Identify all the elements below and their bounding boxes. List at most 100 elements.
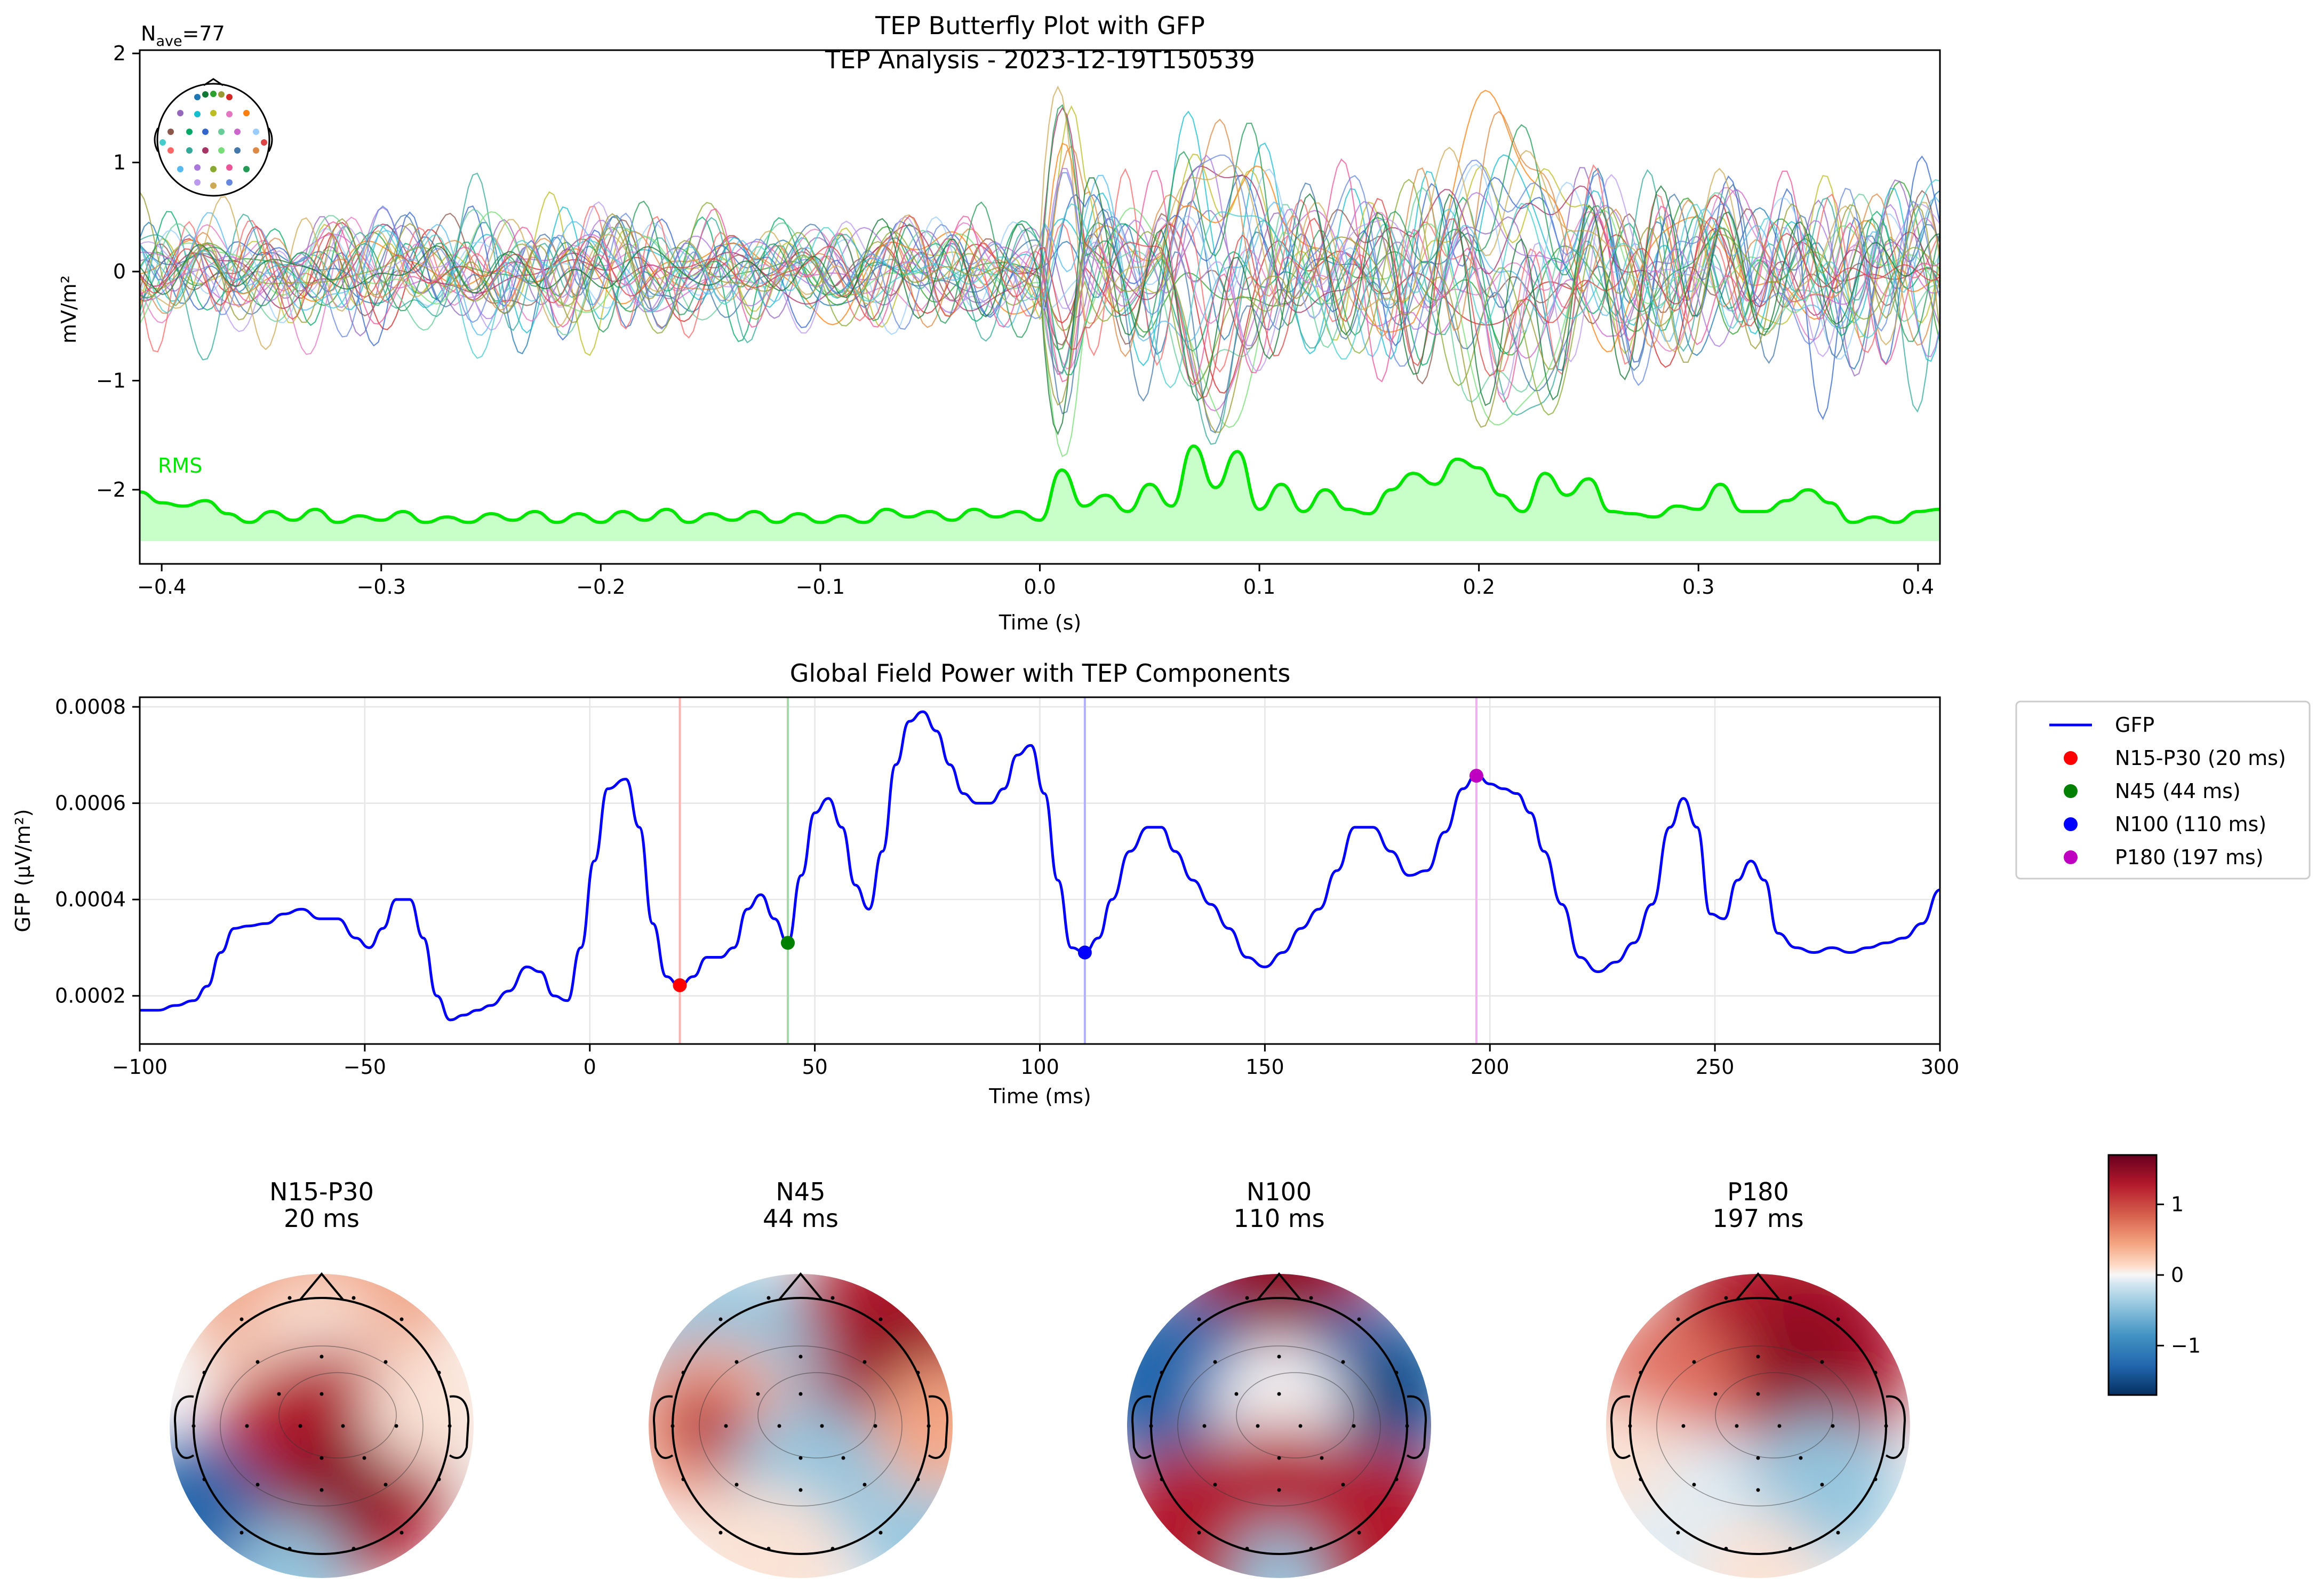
y-tick-label: 0.0006 xyxy=(55,792,126,815)
sensor-dot xyxy=(210,182,217,189)
left-ear-icon xyxy=(652,1395,674,1459)
y-tick-label: 0.0008 xyxy=(55,695,126,719)
sensor-dot xyxy=(210,110,217,116)
right-ear-icon xyxy=(449,1395,470,1459)
component-point xyxy=(1469,769,1483,783)
x-tick-label: 250 xyxy=(1696,1055,1735,1079)
sensor-dot xyxy=(194,179,201,186)
rms-area xyxy=(140,446,1940,541)
sensor-dot xyxy=(202,91,209,98)
topomap-title: N100 xyxy=(1247,1177,1312,1206)
nose-icon xyxy=(778,1272,823,1301)
sensor-dot xyxy=(234,147,241,154)
legend-swatch xyxy=(2064,850,2078,864)
legend-label: N100 (110 ms) xyxy=(2115,812,2266,836)
x-tick-label: 150 xyxy=(1245,1055,1284,1079)
y-tick-label: 2 xyxy=(113,42,126,65)
y-tick-label: −1 xyxy=(96,369,126,393)
head-outline xyxy=(193,1297,451,1555)
x-tick-label: 200 xyxy=(1471,1055,1510,1079)
sensor-dot xyxy=(202,147,209,154)
sensor-dot xyxy=(234,129,241,135)
y-tick-label: 1 xyxy=(113,151,126,174)
sensor-dot xyxy=(194,164,201,171)
sensor-dot xyxy=(226,94,233,100)
gfp-plot: Global Field Power with TEP Components −… xyxy=(11,659,2311,1108)
nose-icon xyxy=(299,1272,344,1301)
sensor-dot xyxy=(218,91,225,98)
sensor-dot xyxy=(202,129,209,135)
legend-label: P180 (197 ms) xyxy=(2115,846,2264,869)
sensor-dot xyxy=(186,147,193,154)
x-tick-label: 0.0 xyxy=(1024,575,1056,599)
legend-entry: P180 (197 ms) xyxy=(2064,846,2264,869)
legend-swatch xyxy=(2064,784,2078,798)
x-tick-label: 0.3 xyxy=(1682,575,1714,599)
channel-traces xyxy=(140,85,1940,458)
butterfly-x-axis-label: Time (s) xyxy=(999,611,1082,634)
x-tick-label: 0.2 xyxy=(1463,575,1495,599)
sensor-dot xyxy=(167,147,174,154)
sensor-head-icon xyxy=(154,78,273,197)
sensor-dot xyxy=(253,147,259,154)
head-outline xyxy=(1150,1297,1408,1555)
gfp-legend: GFP N15-P30 (20 ms) N45 (44 ms) N100 (110 m… xyxy=(2015,700,2311,880)
colorbar-tick-label: −1 xyxy=(2171,1334,2201,1357)
sensor-dot xyxy=(243,166,250,172)
butterfly-y-ticks: −2 −1 0 1 2 xyxy=(96,42,140,501)
channel-trace xyxy=(140,179,1940,389)
x-tick-label: −0.4 xyxy=(137,575,186,599)
x-tick-label: 50 xyxy=(802,1055,827,1079)
x-tick-label: −50 xyxy=(344,1055,386,1079)
y-tick-label: 0.0004 xyxy=(55,888,126,911)
sensor-dot xyxy=(210,91,217,97)
sensor-dot xyxy=(194,94,201,100)
right-ear-icon xyxy=(928,1395,949,1459)
butterfly-x-ticks: −0.4 −0.3 −0.2 −0.1 0.0 0.1 0.2 0.3 0.4 xyxy=(137,564,1934,599)
legend-swatch xyxy=(2064,751,2078,765)
colorbar-tick-label: 0 xyxy=(2171,1263,2184,1287)
colorbar-tick-label: 1 xyxy=(2171,1193,2184,1216)
channel-trace xyxy=(140,158,1940,403)
y-tick-label: 0 xyxy=(113,260,126,283)
sensor-dot xyxy=(226,111,233,117)
sensor-dot xyxy=(261,139,267,146)
component-points xyxy=(673,769,1483,992)
x-tick-label: 100 xyxy=(1020,1055,1059,1079)
channel-trace xyxy=(140,154,1940,386)
sensor-dot xyxy=(159,139,166,146)
x-tick-label: 300 xyxy=(1921,1055,1960,1079)
legend-label: N15-P30 (20 ms) xyxy=(2115,746,2286,770)
x-tick-label: −0.2 xyxy=(576,575,625,599)
legend-label: N45 (44 ms) xyxy=(2115,779,2241,803)
channel-trace xyxy=(140,192,1940,433)
sensor-dot xyxy=(243,110,250,116)
legend-entry: GFP xyxy=(2049,713,2154,737)
legend-label: GFP xyxy=(2115,713,2154,737)
topomap-title: N45 xyxy=(776,1177,826,1206)
topomap-title: N15-P30 xyxy=(269,1177,374,1206)
sensor-dot xyxy=(177,166,183,172)
y-tick-label: 0.0002 xyxy=(55,984,126,1008)
sensor-dot xyxy=(177,110,183,116)
left-ear-icon xyxy=(173,1395,195,1459)
head-outline xyxy=(672,1297,930,1555)
gfp-y-axis-label: GFP (µV/m²) xyxy=(11,809,35,932)
x-tick-label: −0.3 xyxy=(357,575,406,599)
rms-line xyxy=(140,444,1940,524)
sensor-dot xyxy=(218,129,225,135)
topomap-time: 20 ms xyxy=(284,1204,360,1233)
right-ear-icon xyxy=(1885,1395,1906,1459)
nave-label: Nave=77 xyxy=(141,22,225,50)
topomap-time: 110 ms xyxy=(1233,1204,1324,1233)
x-tick-label: 0 xyxy=(584,1055,596,1079)
rms-label: RMS xyxy=(158,454,202,477)
component-point xyxy=(1077,945,1092,960)
legend-entry: N45 (44 ms) xyxy=(2064,779,2241,803)
sensor-dot xyxy=(253,129,259,135)
